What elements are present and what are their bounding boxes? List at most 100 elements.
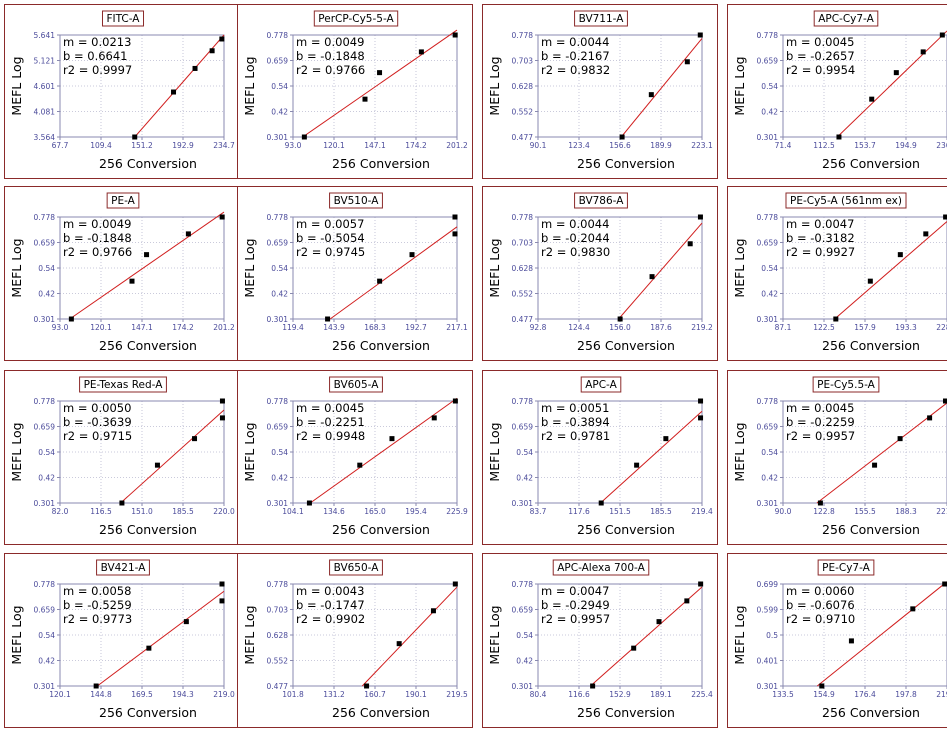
fit-stat: b = -0.3894 xyxy=(541,415,610,429)
fit-stat: m = 0.0047 xyxy=(541,584,609,598)
y-tick-label: 0.778 xyxy=(512,213,534,222)
chart-title: FITC-A xyxy=(106,13,140,25)
chart-svg: BV650-A 101.8 131.2 160.7 190.1 219.5 0.477 0.5… xyxy=(242,559,468,720)
x-tick-label: 131.2 xyxy=(323,690,345,699)
data-point xyxy=(836,134,842,140)
chart-panel: FITC-A 67.7 109.4 151.2 192.9 234.7 3.564 4.081… xyxy=(4,4,240,179)
fit-stat: r2 = 0.9766 xyxy=(296,63,365,77)
fit-stat: b = -0.1848 xyxy=(296,49,365,63)
fit-stat: b = -0.2949 xyxy=(541,598,610,612)
y-tick-label: 0.778 xyxy=(512,580,534,589)
chart-svg: BV786-A 92.8 124.4 156.0 187.6 219.2 0.477 0.55… xyxy=(487,192,713,353)
x-axis-label: 256 Conversion xyxy=(822,705,920,720)
fit-stat: m = 0.0057 xyxy=(296,217,364,231)
data-point xyxy=(129,278,135,284)
data-point xyxy=(452,231,458,237)
x-tick-label: 188.3 xyxy=(895,507,917,516)
x-tick-label: 189.1 xyxy=(650,690,672,699)
chart-svg: PE-Texas Red-A 82.0 116.5 151.0 185.5 220.0 0.… xyxy=(9,376,235,537)
fit-line xyxy=(361,586,458,687)
fit-stat: r2 = 0.9997 xyxy=(63,63,132,77)
y-axis-label: MEFL Log xyxy=(9,56,24,115)
x-tick-label: 123.4 xyxy=(568,141,590,150)
fit-line xyxy=(590,586,703,687)
chart-panel: BV421-A 120.1 144.8 169.5 194.3 219.0 0.301 0.4… xyxy=(4,553,240,728)
data-point xyxy=(698,398,704,404)
x-tick-label: 228.7 xyxy=(936,323,947,332)
data-point xyxy=(209,48,215,54)
x-tick-label: 93.0 xyxy=(52,323,69,332)
fit-stat: b = -0.2044 xyxy=(541,231,610,245)
fit-stat: m = 0.0044 xyxy=(541,217,609,231)
y-tick-label: 0.703 xyxy=(512,57,534,66)
fit-stat: m = 0.0047 xyxy=(786,217,854,231)
chart-svg: FITC-A 67.7 109.4 151.2 192.9 234.7 3.564 4.081… xyxy=(9,10,235,171)
chart-title: APC-Cy7-A xyxy=(818,13,874,25)
y-tick-label: 0.401 xyxy=(757,657,779,666)
data-point xyxy=(146,645,152,651)
x-tick-label: 90.1 xyxy=(530,141,547,150)
data-point xyxy=(684,598,690,604)
chart-title-box xyxy=(574,10,628,27)
chart-svg: APC-A 83.7 117.6 151.5 185.5 219.4 0.301 0.42 0.… xyxy=(487,376,713,537)
fit-stat: b = -0.5054 xyxy=(296,231,365,245)
chart-title-box xyxy=(106,192,140,209)
x-tick-label: 67.7 xyxy=(52,141,69,150)
chart-panel: APC-A 83.7 117.6 151.5 185.5 219.4 0.301 0.42 0.… xyxy=(482,370,718,545)
data-point xyxy=(68,316,74,322)
chart-title: BV650-A xyxy=(334,562,380,574)
y-tick-label: 0.301 xyxy=(267,133,289,142)
y-tick-label: 0.42 xyxy=(38,290,55,299)
x-tick-label: 119.4 xyxy=(282,323,304,332)
chart-title: PerCP-Cy5-5-A xyxy=(318,13,394,25)
y-tick-label: 0.54 xyxy=(38,631,55,640)
data-point xyxy=(219,598,225,604)
x-tick-label: 197.8 xyxy=(895,690,917,699)
x-axis-label: 256 Conversion xyxy=(332,156,430,171)
data-point xyxy=(697,214,703,220)
x-tick-label: 217.1 xyxy=(446,323,468,332)
fit-stat: b = -0.1848 xyxy=(63,231,132,245)
y-tick-label: 0.301 xyxy=(757,133,779,142)
chart-panel: BV786-A 92.8 124.4 156.0 187.6 219.2 0.477 0.55… xyxy=(482,186,718,361)
data-point xyxy=(192,65,198,71)
data-point xyxy=(869,96,875,102)
x-tick-label: 189.9 xyxy=(650,141,672,150)
data-point xyxy=(698,581,704,587)
data-point xyxy=(943,214,947,220)
fit-stat: r2 = 0.9957 xyxy=(786,429,855,443)
x-tick-label: 219.5 xyxy=(446,690,468,699)
y-axis-label: MEFL Log xyxy=(487,238,502,297)
y-tick-label: 0.778 xyxy=(267,580,289,589)
y-tick-label: 0.42 xyxy=(761,474,778,483)
fit-stat: m = 0.0213 xyxy=(63,35,131,49)
fit-stat: b = 0.6641 xyxy=(63,49,128,63)
x-tick-label: 219.3 xyxy=(936,690,947,699)
x-axis-label: 256 Conversion xyxy=(332,522,430,537)
y-tick-label: 5.121 xyxy=(34,57,56,66)
y-tick-label: 0.301 xyxy=(757,499,779,508)
chart-title-box xyxy=(79,376,167,393)
x-tick-label: 109.4 xyxy=(90,141,112,150)
fit-stat: m = 0.0058 xyxy=(63,584,131,598)
chart-svg: PE-A 93.0 120.1 147.1 174.2 201.2 0.301 0.42 0.5… xyxy=(9,192,235,353)
y-axis-label: MEFL Log xyxy=(732,56,747,115)
y-tick-label: 4.081 xyxy=(34,108,56,117)
data-point xyxy=(833,316,839,322)
y-tick-label: 0.659 xyxy=(267,57,289,66)
y-tick-label: 0.301 xyxy=(267,499,289,508)
x-axis-label: 256 Conversion xyxy=(99,156,197,171)
fit-stat: m = 0.0050 xyxy=(63,401,131,415)
y-tick-label: 0.42 xyxy=(38,657,55,666)
fit-stat: m = 0.0044 xyxy=(541,35,609,49)
y-tick-label: 0.42 xyxy=(271,290,288,299)
y-tick-label: 0.301 xyxy=(512,682,534,691)
data-point xyxy=(364,683,370,689)
fit-line xyxy=(834,221,947,320)
data-point xyxy=(656,619,662,625)
data-point xyxy=(910,606,916,612)
y-axis-label: MEFL Log xyxy=(9,422,24,481)
chart-title: APC-Alexa 700-A xyxy=(557,562,645,574)
fit-stat: r2 = 0.9710 xyxy=(786,612,855,626)
y-tick-label: 0.778 xyxy=(512,397,534,406)
